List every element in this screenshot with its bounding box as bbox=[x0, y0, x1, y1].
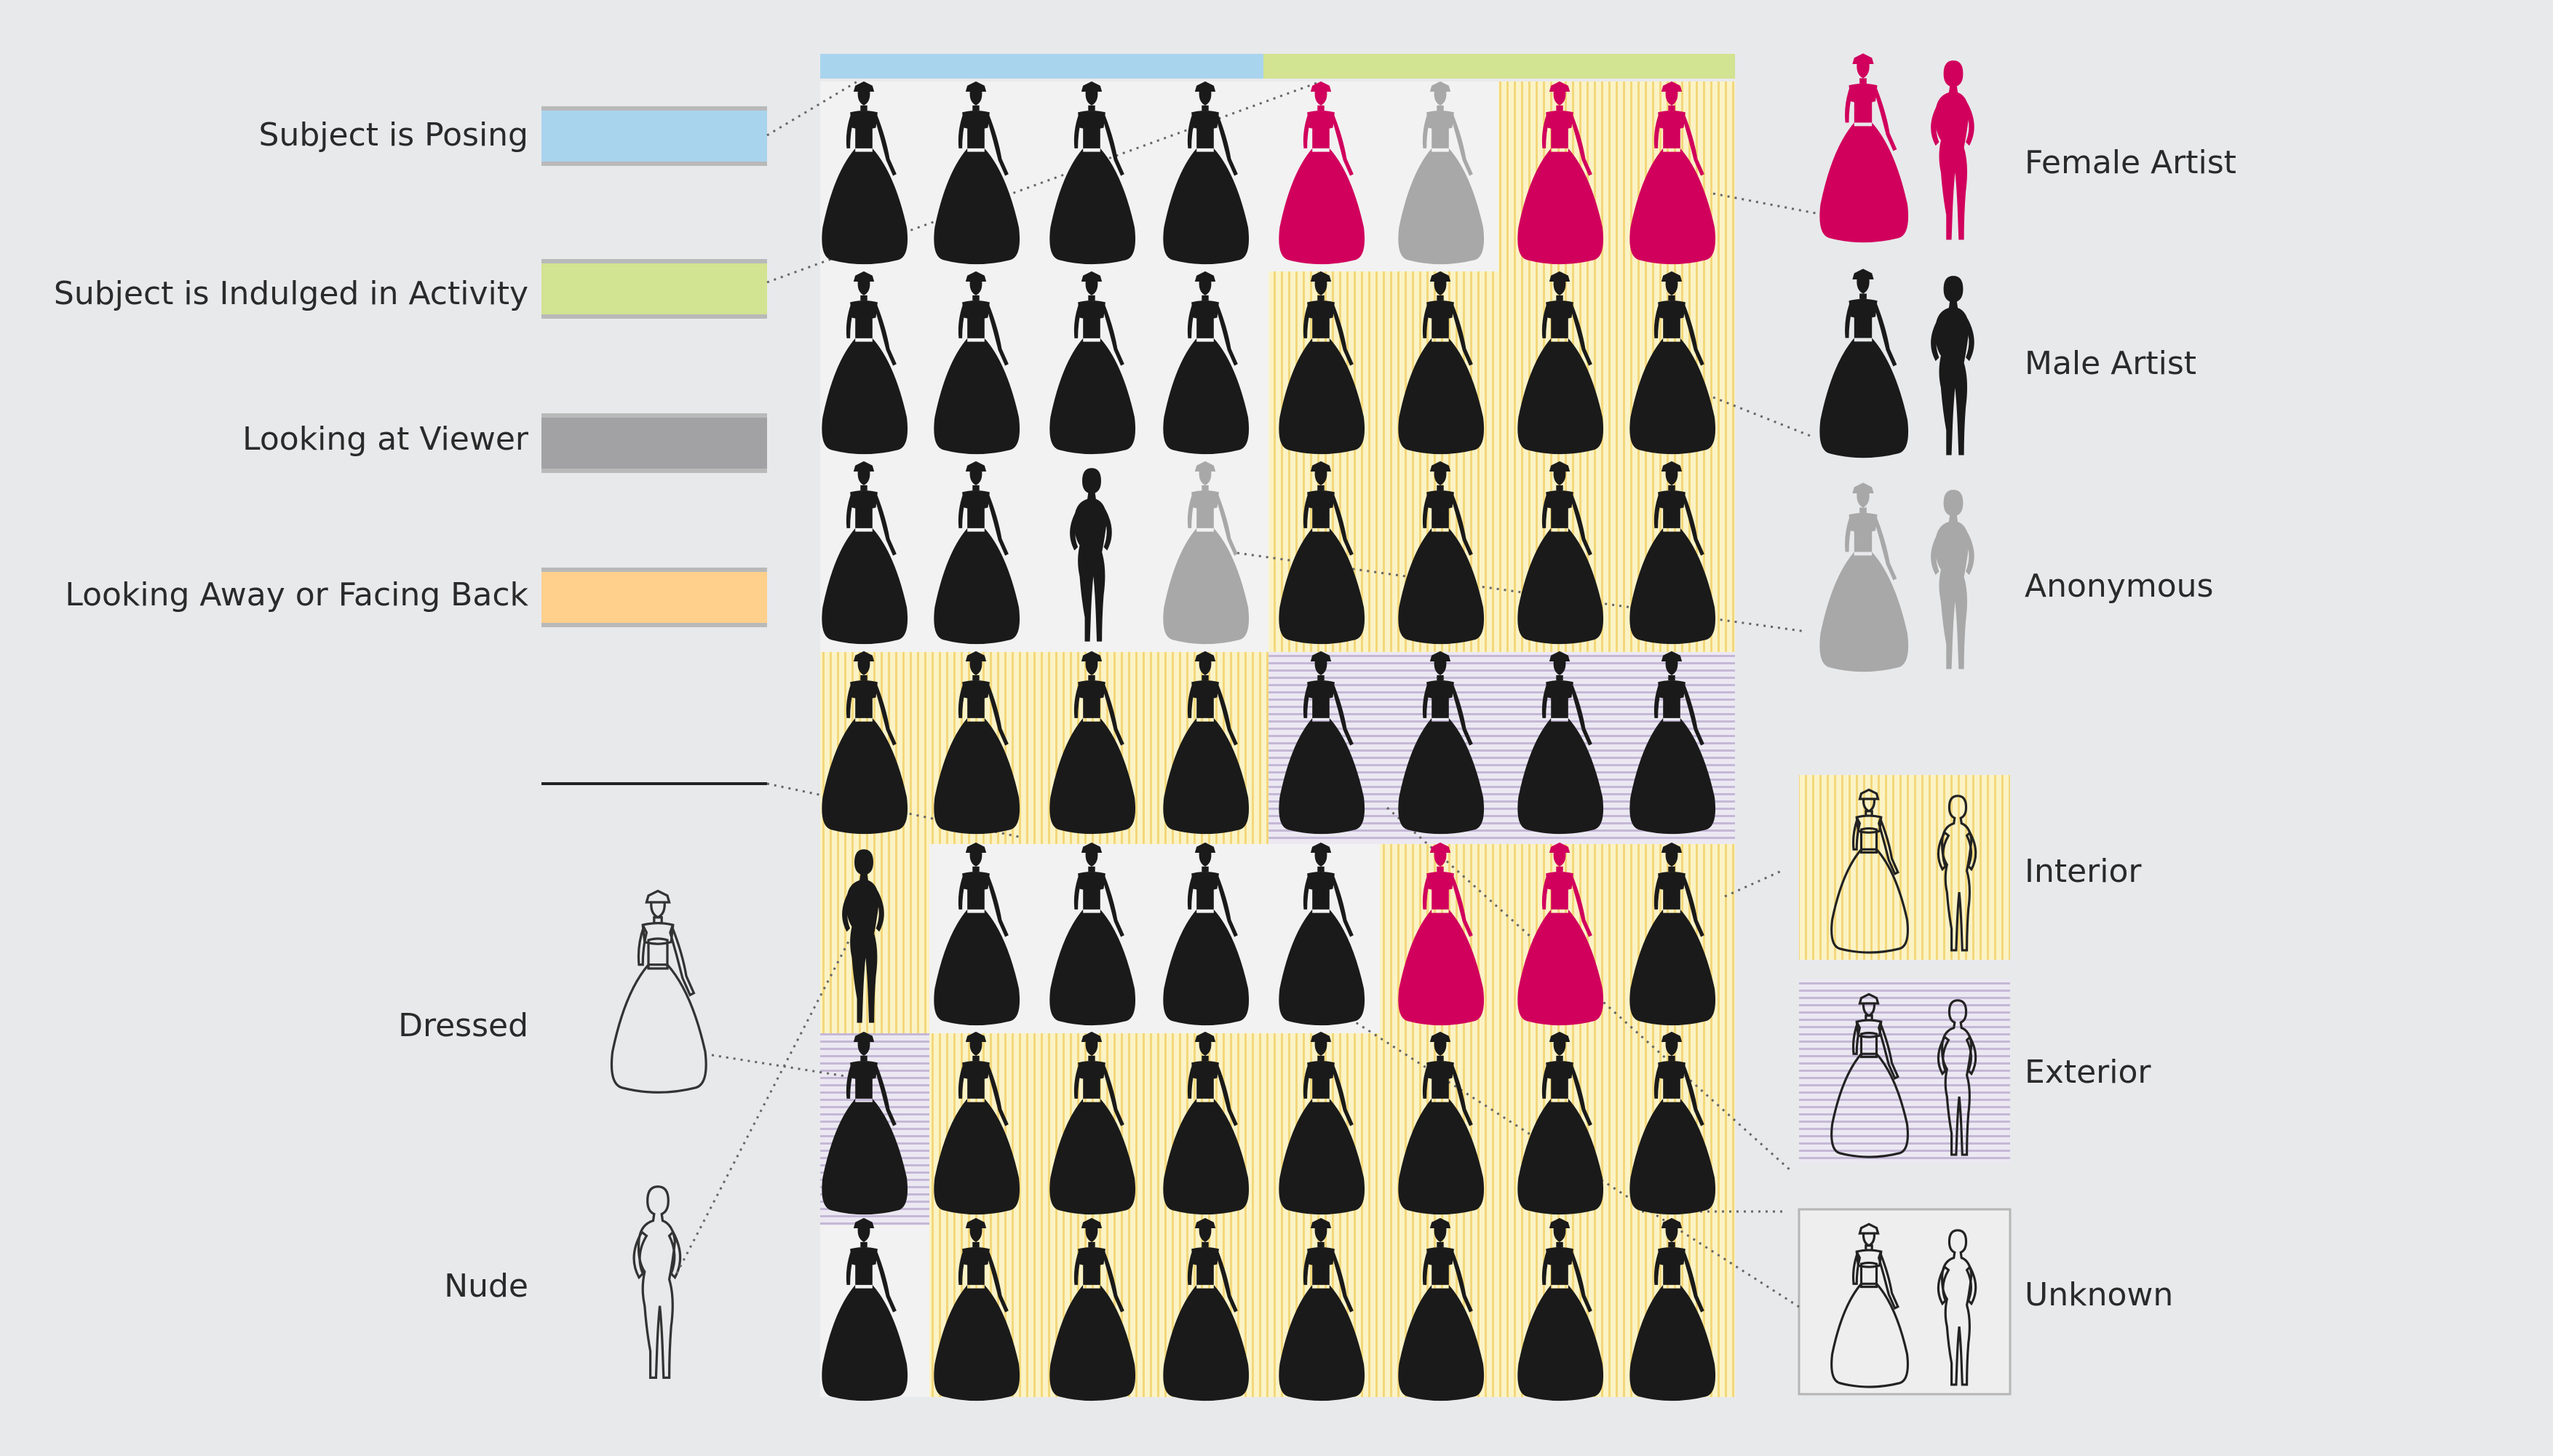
legend-dressed-outline-icon bbox=[610, 889, 707, 1094]
connector-line bbox=[711, 1054, 851, 1078]
legend-anonymous-label: Anonymous bbox=[2025, 568, 2214, 605]
legend-activity-label: Subject is Indulged in Activity bbox=[53, 275, 528, 312]
legend-swatch bbox=[541, 111, 767, 162]
legend-anonymous-nude-icon bbox=[1931, 490, 1974, 669]
legend-looking-away-label: Looking Away or Facing Back bbox=[65, 576, 528, 613]
legend-swatch-edge bbox=[541, 469, 767, 473]
legend-posing-label: Subject is Posing bbox=[258, 116, 528, 154]
legend-male-artist-label: Male Artist bbox=[2025, 345, 2197, 382]
legend-female-artist-dressed-icon bbox=[1819, 53, 1909, 243]
legend-interior-label: Interior bbox=[2025, 853, 2142, 890]
legend-male-artist-nude-icon bbox=[1931, 276, 1974, 456]
legend-swatch-edge bbox=[541, 568, 767, 572]
legend-unknown-swatch bbox=[1798, 1208, 2012, 1396]
legend-swatch-edge bbox=[541, 259, 767, 263]
legend-swatch bbox=[541, 572, 767, 623]
legend-female-artist-label: Female Artist bbox=[2025, 144, 2236, 181]
legend-exterior-swatch bbox=[1799, 979, 2010, 1164]
legend-swatch-edge bbox=[541, 162, 767, 166]
legend-exterior-label: Exterior bbox=[2025, 1054, 2151, 1091]
legend-swatch bbox=[541, 263, 767, 314]
legend-swatch-edge bbox=[541, 106, 767, 111]
legend-interior-swatch bbox=[1799, 775, 2010, 960]
header-bar-activity bbox=[1263, 54, 1735, 79]
legend-swatch-edge bbox=[541, 314, 767, 319]
legend-female-artist-nude-icon bbox=[1931, 60, 1974, 240]
connector-line bbox=[1712, 396, 1813, 438]
connector-line bbox=[766, 80, 858, 137]
legend-swatch-edge bbox=[541, 623, 767, 627]
connector-line bbox=[675, 938, 851, 1274]
legend-swatch-edge bbox=[541, 413, 767, 418]
legend-unknown-label: Unknown bbox=[2025, 1276, 2174, 1313]
legend-nude-outline-icon bbox=[632, 1185, 682, 1380]
legend-dressed-label: Dressed bbox=[398, 1007, 528, 1044]
legend-swatch bbox=[541, 418, 767, 469]
legend-anonymous-dressed-icon bbox=[1819, 482, 1909, 672]
legend-looking-viewer-label: Looking at Viewer bbox=[242, 421, 528, 458]
header-bar-posing bbox=[820, 54, 1263, 79]
legend-male-artist-dressed-icon bbox=[1819, 268, 1909, 458]
legend-nude-label: Nude bbox=[444, 1268, 528, 1305]
